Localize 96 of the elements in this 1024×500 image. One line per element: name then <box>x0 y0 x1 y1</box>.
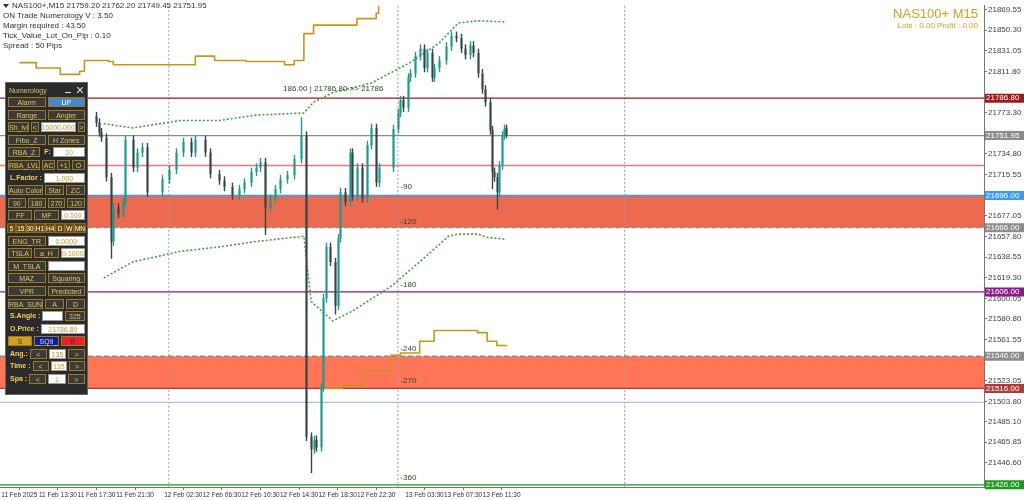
candlestick <box>370 122 373 151</box>
candlestick <box>469 40 472 61</box>
candlestick <box>329 241 332 267</box>
candlestick <box>310 431 313 474</box>
candlestick <box>136 147 139 173</box>
candlestick <box>264 157 267 236</box>
chart-subtitle: NAS100+ M15 <box>893 6 978 21</box>
candlestick <box>460 32 463 54</box>
y-tick-label: 21580.80 <box>988 314 1022 324</box>
annotation: -360 <box>400 472 417 482</box>
candlestick <box>344 187 347 207</box>
candlestick <box>218 169 221 186</box>
y-tick-label: 21850.30 <box>988 25 1022 35</box>
y-tick-label: 21485.10 <box>988 416 1022 426</box>
candlestick <box>293 154 296 181</box>
candlestick <box>361 162 364 204</box>
y-tick-label: 21465.85 <box>988 437 1022 447</box>
y-tick-label: 21869.55 <box>988 4 1022 14</box>
candlestick <box>419 43 422 62</box>
candlestick <box>141 142 144 158</box>
candlestick <box>378 162 381 188</box>
candlestick <box>194 134 197 158</box>
chart-title: NAS100+,M15 21759.20 21762.20 21749.45 21751.95 <box>12 1 207 11</box>
ref-line-label: 21516.00 <box>986 383 1020 393</box>
annotation: Lots : 0.00 Profit : 0.00 <box>896 21 978 30</box>
y-tick-label: 21619.30 <box>988 272 1022 282</box>
candlestick <box>250 166 253 188</box>
candlestick <box>455 30 458 43</box>
y-tick-label: 21677.05 <box>988 211 1022 221</box>
candlestick <box>269 193 272 213</box>
candlestick <box>438 55 441 73</box>
candlestick <box>472 40 475 58</box>
candlestick <box>105 132 108 183</box>
candlestick <box>407 72 410 113</box>
ref-line-label: 21546.00 <box>986 351 1020 361</box>
candlestick <box>402 95 405 113</box>
candlestick <box>414 51 417 79</box>
ref-line-label: 21751.95 <box>986 130 1020 140</box>
annotation: -240 <box>400 344 417 354</box>
candlestick <box>349 147 352 207</box>
candlestick <box>110 172 113 260</box>
candlestick <box>375 122 378 188</box>
candlestick <box>161 174 164 198</box>
candlestick <box>146 142 149 198</box>
annotation: 186.00 | 21786.80 >> 21786 <box>282 84 385 93</box>
candlestick <box>279 174 282 195</box>
annotation: -180 <box>400 279 417 289</box>
candlestick <box>132 134 135 173</box>
candlestick <box>300 116 303 165</box>
candlestick <box>117 202 120 219</box>
candlestick <box>366 140 369 204</box>
annotation: ON Trade Numerology V : 3.50 <box>3 11 114 21</box>
candlestick <box>243 177 246 195</box>
candlestick <box>426 47 429 73</box>
candlestick <box>431 47 434 83</box>
y-tick-label: 21561.55 <box>988 334 1022 344</box>
candlestick <box>477 47 480 79</box>
candlestick <box>445 41 448 66</box>
y-tick-label: 21638.55 <box>988 252 1022 262</box>
annotation: -270 <box>400 376 417 386</box>
y-tick-label: 21446.60 <box>988 457 1022 467</box>
ref-line-label: 21786.80 <box>986 93 1020 103</box>
annotation: Margin required : 43.50 <box>3 21 87 31</box>
candlestick <box>204 134 207 158</box>
annotation: Spread : 50 Pips <box>3 41 64 51</box>
y-tick-label: 21523.05 <box>988 376 1022 386</box>
candlestick <box>259 157 262 173</box>
annotation: -90 <box>400 182 413 192</box>
y-tick-label: 21503.80 <box>988 396 1022 406</box>
candlestick <box>168 164 171 185</box>
candlestick <box>223 175 226 192</box>
candlestick <box>423 43 426 73</box>
ref-line-label: 21426.00 <box>986 480 1020 490</box>
y-tick-label: 21734.80 <box>988 149 1022 159</box>
candlestick <box>392 124 395 173</box>
candlestick <box>238 184 241 201</box>
candlestick <box>356 162 359 202</box>
annotation: -120 <box>400 216 417 226</box>
candlestick <box>450 30 453 52</box>
candlestick <box>182 136 185 158</box>
ref-line-label: 21666.00 <box>986 222 1020 232</box>
candlestick <box>334 256 337 316</box>
annotation: Tick_Value_Lot_On_Pip : 0.10 <box>3 31 112 41</box>
candlestick <box>305 130 308 442</box>
ref-line-label: 21696.00 <box>986 190 1020 200</box>
candlestick <box>464 43 467 61</box>
y-tick-label: 21811.80 <box>988 66 1022 76</box>
candlestick <box>190 136 193 158</box>
candlestick <box>231 181 234 201</box>
y-tick-label: 21773.30 <box>988 107 1022 117</box>
y-tick-label: 21657.80 <box>988 231 1022 241</box>
y-tick-label: 21831.05 <box>988 45 1022 55</box>
candlestick <box>209 147 212 180</box>
y-tick-label: 21715.55 <box>988 169 1022 179</box>
candlestick <box>175 147 178 175</box>
candlestick <box>274 184 277 204</box>
